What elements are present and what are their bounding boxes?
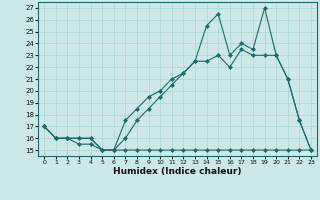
X-axis label: Humidex (Indice chaleur): Humidex (Indice chaleur) xyxy=(113,167,242,176)
